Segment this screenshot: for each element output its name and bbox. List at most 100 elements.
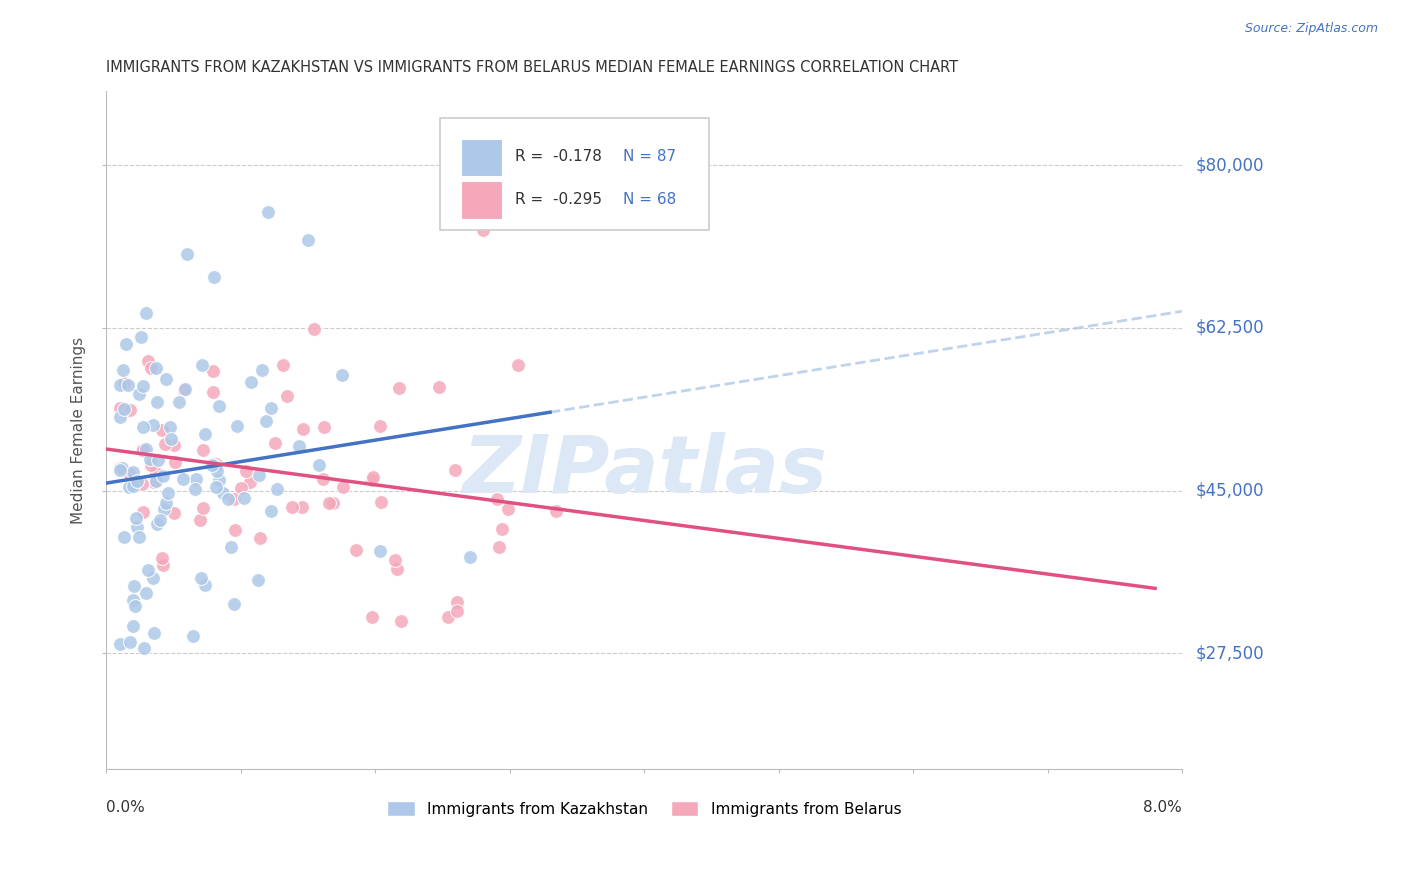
Point: [122, 593, 145, 607]
Point: [108, 401, 131, 415]
Point: [173, 383, 195, 397]
Point: [152, 558, 174, 572]
Y-axis label: Median Female Earnings: Median Female Earnings: [72, 336, 86, 524]
Point: [281, 500, 304, 514]
Point: [150, 423, 173, 437]
Point: [193, 442, 215, 457]
Text: $27,500: $27,500: [1197, 644, 1264, 662]
Point: [120, 402, 142, 417]
Text: N = 87: N = 87: [623, 149, 676, 164]
Point: [546, 504, 568, 518]
Point: [159, 432, 181, 446]
Point: [125, 520, 148, 534]
Point: [361, 610, 384, 624]
Point: [219, 540, 242, 554]
Point: [143, 626, 166, 640]
Point: [194, 426, 217, 441]
Point: [458, 550, 481, 565]
Point: [266, 482, 288, 496]
Point: [239, 475, 262, 489]
Point: [384, 553, 406, 567]
Point: [112, 530, 135, 544]
Point: [222, 597, 245, 611]
Point: [427, 379, 450, 393]
Point: [111, 461, 134, 475]
Point: [184, 483, 207, 497]
Point: [344, 543, 367, 558]
Point: [249, 531, 271, 545]
Point: [330, 368, 353, 382]
Text: Source: ZipAtlas.com: Source: ZipAtlas.com: [1244, 22, 1378, 36]
Point: [146, 517, 169, 532]
Text: IMMIGRANTS FROM KAZAKHSTAN VS IMMIGRANTS FROM BELARUS MEDIAN FEMALE EARNINGS COR: IMMIGRANTS FROM KAZAKHSTAN VS IMMIGRANTS…: [107, 60, 959, 75]
Point: [217, 492, 239, 507]
Point: [108, 410, 131, 425]
Point: [186, 472, 208, 486]
Point: [201, 364, 224, 378]
Text: 0.0%: 0.0%: [107, 800, 145, 815]
Point: [169, 395, 191, 409]
Point: [485, 491, 508, 506]
Point: [246, 573, 269, 587]
Point: [201, 458, 224, 473]
Point: [260, 504, 283, 518]
Point: [208, 473, 231, 487]
Point: [142, 571, 165, 585]
Point: [136, 354, 159, 368]
Point: [231, 481, 253, 495]
Point: [134, 640, 156, 655]
Point: [235, 464, 257, 478]
Text: ZIPatlas: ZIPatlas: [461, 432, 827, 510]
Point: [152, 469, 174, 483]
Point: [446, 604, 468, 618]
Point: [159, 420, 181, 434]
Point: [135, 442, 157, 457]
FancyBboxPatch shape: [440, 118, 709, 230]
Point: [446, 595, 468, 609]
Point: [291, 500, 314, 514]
Point: [108, 377, 131, 392]
Point: [201, 385, 224, 400]
Point: [124, 599, 146, 614]
Point: [163, 506, 186, 520]
Point: [188, 513, 211, 527]
Point: [155, 372, 177, 386]
Point: [302, 322, 325, 336]
Point: [288, 439, 311, 453]
Point: [488, 540, 510, 554]
Point: [224, 524, 246, 538]
Legend: Immigrants from Kazakhstan, Immigrants from Belarus: Immigrants from Kazakhstan, Immigrants f…: [381, 795, 907, 822]
Point: [132, 505, 155, 519]
Point: [128, 530, 150, 544]
Point: [254, 414, 277, 428]
Point: [139, 361, 162, 376]
Point: [121, 465, 143, 479]
Point: [208, 399, 231, 413]
Point: [496, 502, 519, 516]
Point: [260, 401, 283, 415]
Point: [174, 382, 197, 396]
Point: [146, 394, 169, 409]
Text: $45,000: $45,000: [1197, 482, 1264, 500]
Point: [131, 477, 153, 491]
Point: [183, 629, 205, 643]
Text: R =  -0.178: R = -0.178: [515, 149, 602, 164]
Point: [163, 455, 186, 469]
Point: [122, 579, 145, 593]
Point: [194, 577, 217, 591]
FancyBboxPatch shape: [461, 181, 502, 219]
Point: [142, 418, 165, 433]
Point: [132, 378, 155, 392]
Point: [153, 437, 176, 451]
Point: [118, 466, 141, 480]
Point: [370, 495, 392, 509]
Point: [125, 474, 148, 488]
Point: [264, 436, 287, 450]
Point: [205, 457, 228, 471]
Point: [146, 453, 169, 467]
Point: [471, 223, 494, 237]
Point: [361, 473, 384, 487]
Point: [145, 466, 167, 480]
Point: [322, 496, 344, 510]
Point: [191, 358, 214, 372]
